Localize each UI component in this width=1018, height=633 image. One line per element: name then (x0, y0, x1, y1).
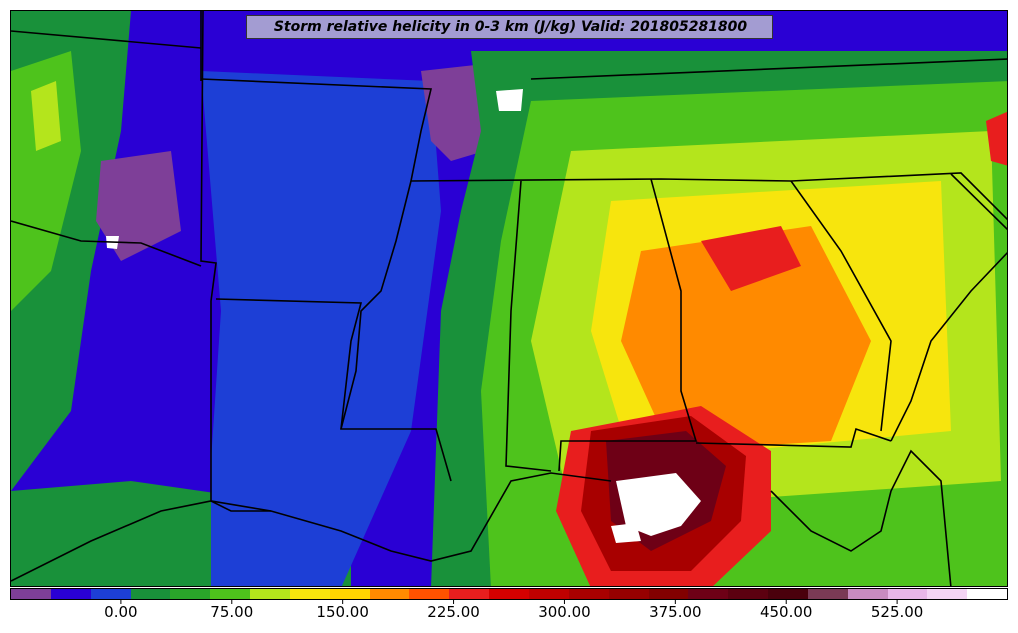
colorbar-swatch (489, 589, 529, 599)
colorbar-swatch (728, 589, 769, 599)
map-title: Storm relative helicity in 0-3 km (J/kg)… (273, 19, 748, 35)
border-mississippi-river (340, 180, 412, 430)
border-al-ga (558, 178, 698, 472)
colorbar-swatch (11, 589, 51, 599)
border-ga-sc (790, 180, 892, 432)
colorbar-swatch (130, 589, 171, 599)
border-northern (200, 78, 1007, 221)
colorbar-swatch (409, 589, 450, 599)
colorbar-swatch (369, 589, 410, 599)
field-central-blue (201, 71, 441, 586)
colorbar-swatch (250, 589, 290, 599)
colorbar-swatch (90, 589, 131, 599)
coast-florida (770, 449, 952, 586)
colorbar-tick-label: 75.00 (210, 603, 254, 621)
colorbar-tick-label: 300.00 (538, 603, 591, 621)
colorbar-swatch (887, 589, 928, 599)
border-ks-ne (11, 30, 202, 49)
field-ne-red (986, 111, 1007, 166)
colorbar-ticks (120, 600, 898, 604)
colorbar-tick-label: 450.00 (759, 603, 813, 621)
colorbar-tick-label: 375.00 (649, 603, 702, 621)
field-white-north (496, 89, 523, 111)
field-west-yellow (31, 81, 61, 151)
helicity-map (11, 11, 1007, 586)
colorbar-swatch (608, 589, 649, 599)
border-ar-la (215, 298, 452, 482)
colorbar-swatch (688, 589, 729, 599)
border-nc (950, 173, 1007, 231)
colorbar-tick-label: 525.00 (870, 603, 924, 621)
colorbar-swatch (927, 589, 968, 599)
border-red-river (11, 220, 202, 267)
field-core-white-small (611, 523, 641, 543)
colorbar-tick-label: 0.00 (104, 603, 138, 621)
colorbar-swatch (289, 589, 330, 599)
colorbar-swatch (807, 589, 848, 599)
field-east-orange (621, 226, 871, 451)
colorbar-swatch (648, 589, 689, 599)
colorbar-swatch (210, 589, 251, 599)
field-core-white (616, 473, 701, 536)
map-panel (10, 10, 1008, 587)
colorbar-tick-label: 225.00 (427, 603, 480, 621)
field-purple-west (96, 151, 181, 261)
colorbar-swatch (50, 589, 91, 599)
field-west-light-green (11, 51, 81, 311)
border-ga-fl (695, 427, 892, 448)
field-east-red-north (701, 226, 801, 291)
coast-atlantic (890, 251, 1007, 442)
colorbar-tick-label: 150.00 (316, 603, 369, 621)
boundary-lines (11, 11, 1007, 586)
colorbar-swatch (449, 589, 490, 599)
coast-gulf (11, 472, 612, 582)
map-title-box: Storm relative helicity in 0-3 km (J/kg)… (246, 15, 773, 39)
colorbar-swatch (768, 589, 808, 599)
border-ms-al (505, 180, 552, 472)
colorbar-swatch (528, 589, 569, 599)
border-ok-tx (200, 11, 271, 512)
colorbar (10, 588, 1008, 600)
colorbar-swatch (170, 589, 211, 599)
border-north-top (530, 58, 1007, 80)
colorbar-swatch (568, 589, 609, 599)
colorbar-swatch (329, 589, 370, 599)
colorbar-swatch (967, 589, 1008, 599)
colorbar-swatch (847, 589, 888, 599)
